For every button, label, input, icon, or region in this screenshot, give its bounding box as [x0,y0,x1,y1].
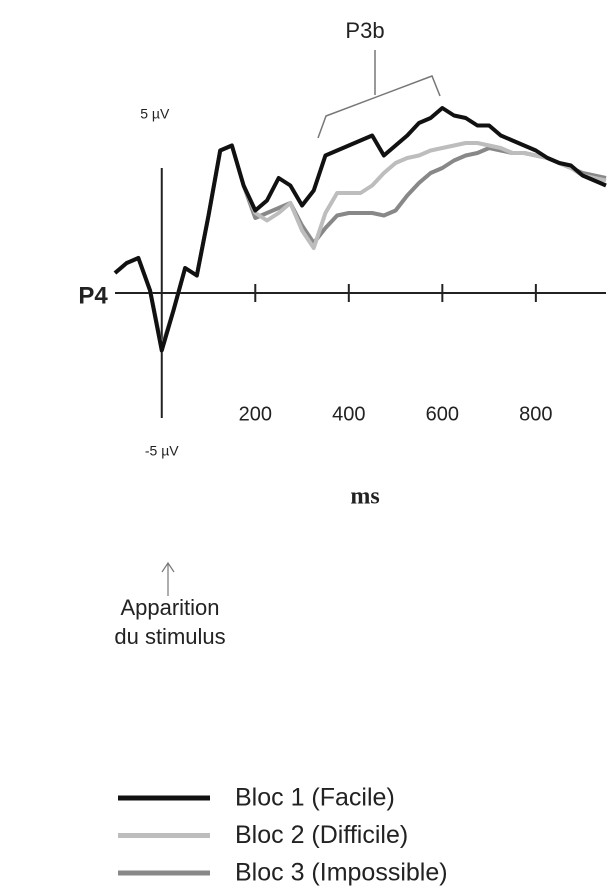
x-axis-label: ms [350,484,379,510]
line-series [113,106,607,353]
x-tick-label: 400 [332,403,365,425]
plot-area: 200 400 600 800 5 µV -5 µV [113,106,607,459]
legend-label: Bloc 3 (Impossible) [235,859,448,887]
legend: Bloc 1 (Facile) Bloc 2 (Difficile) Bloc 3 … [118,784,448,887]
y-tick-label: 5 µV [140,106,170,122]
onset-label: du stimulus [114,624,225,649]
legend-label: Bloc 1 (Facile) [235,784,395,812]
component-label: P3b [345,18,384,43]
x-tick-label: 200 [239,403,272,425]
line-series [113,143,607,350]
legend-label: Bloc 2 (Difficile) [235,821,408,849]
x-tick-label: 800 [519,403,552,425]
y-tick-label: -5 µV [145,443,179,459]
onset-arrowhead [161,561,175,573]
channel-label: P4 [78,282,108,309]
line-series [113,141,607,353]
onset-label: Apparition [120,595,219,620]
x-tick-label: 600 [426,403,459,425]
bracket [317,75,441,139]
